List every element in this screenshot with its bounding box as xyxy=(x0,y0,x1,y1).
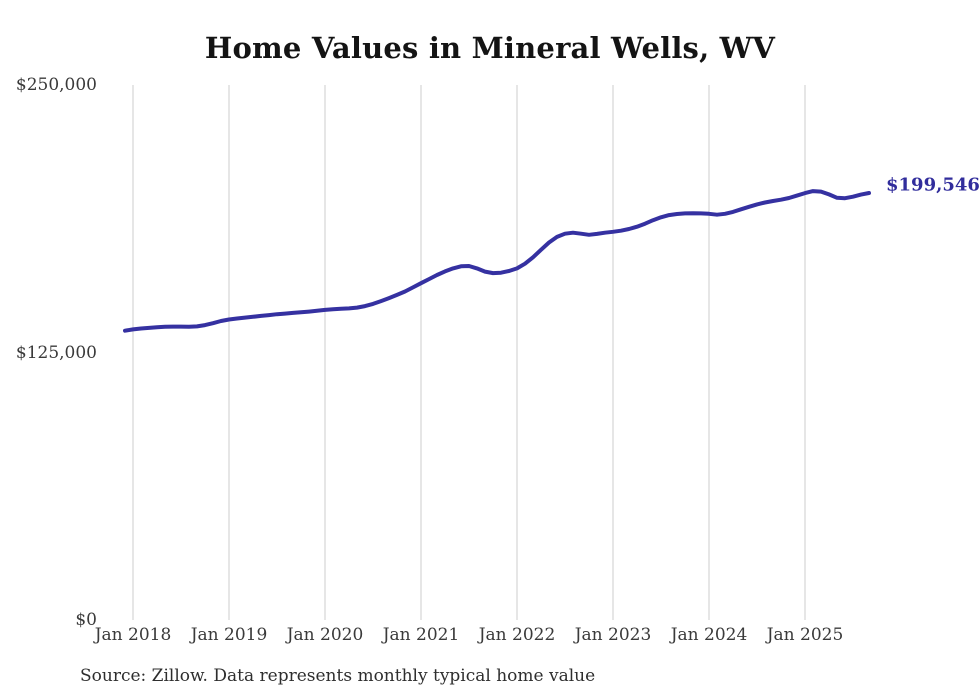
x-axis-label: Jan 2024 xyxy=(670,625,748,645)
chart-title: Home Values in Mineral Wells, WV xyxy=(204,31,776,65)
vertical-gridlines xyxy=(132,85,806,620)
x-axis-label: Jan 2020 xyxy=(286,625,364,645)
x-axis-label: Jan 2019 xyxy=(190,625,268,645)
y-axis-label: $125,000 xyxy=(15,342,97,363)
x-axis-label: Jan 2018 xyxy=(94,625,172,645)
x-axis-label: Jan 2022 xyxy=(478,625,556,645)
x-axis-label: Jan 2025 xyxy=(766,625,844,645)
home-value-line xyxy=(123,189,871,333)
y-axis-label: $0 xyxy=(75,610,97,630)
x-axis-label: Jan 2021 xyxy=(382,625,460,645)
x-axis: Jan 2018 Jan 2019 Jan 2020 Jan 2021 Jan 2022… xyxy=(0,625,980,649)
source-note: Source: Zillow. Data represents monthly … xyxy=(80,666,596,686)
x-axis-label: Jan 2023 xyxy=(574,625,652,645)
latest-value-label: $199,546 xyxy=(886,174,980,196)
y-axis-label: $250,000 xyxy=(15,75,97,95)
